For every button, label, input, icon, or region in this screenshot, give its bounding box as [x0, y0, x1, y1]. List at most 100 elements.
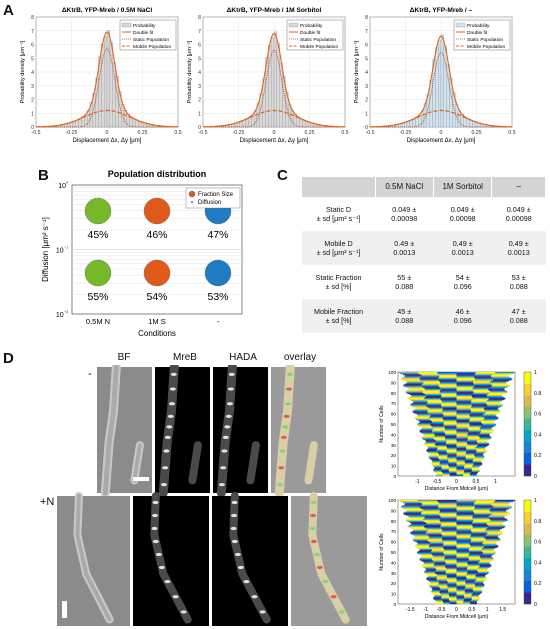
- y-tick-label: 6: [198, 43, 201, 49]
- demograph-cell-row: [430, 582, 440, 584]
- legend-label: Double fit: [300, 30, 321, 36]
- demograph-cell-row: [475, 372, 496, 374]
- demograph-cell-row: [471, 400, 487, 402]
- demograph-cell-row: [441, 593, 449, 595]
- demograph-cell-row: [440, 515, 457, 517]
- demograph-cell-row: [456, 430, 470, 432]
- fluorescent-spot: [160, 483, 167, 487]
- demograph-cell-row: [441, 466, 450, 468]
- demograph-cell-row: [483, 546, 498, 548]
- demograph-cell-row: [489, 392, 506, 394]
- table-header-cell: –: [491, 177, 546, 197]
- demograph-cell-row: [407, 510, 424, 512]
- demograph-cell-row: [414, 535, 430, 537]
- demograph-cell-row: [475, 378, 494, 380]
- demograph-cell-row: [428, 580, 438, 582]
- demograph-cell-row: [468, 548, 482, 551]
- demograph-cell-row: [456, 474, 464, 477]
- demograph-cell-row: [464, 459, 474, 461]
- row-label-plus-n: +N: [40, 496, 55, 508]
- demograph-cell-row: [456, 439, 468, 441]
- x-tick-label: 0.5M N: [86, 317, 110, 326]
- table-row: Mobile D ± sd [μm² s⁻¹] 0.49 ±0.0013 0.49 ±…: [302, 231, 546, 265]
- demograph-cell-row: [440, 524, 457, 527]
- column-label-bf: BF: [117, 352, 131, 363]
- demograph-cell-row: [407, 382, 424, 384]
- demograph-cell-row: [430, 547, 444, 550]
- demograph-cell-row: [469, 547, 483, 550]
- demograph-cell-row: [476, 445, 487, 448]
- x-tick-label: -0.5: [433, 479, 442, 485]
- y-tick-label: 4: [31, 70, 34, 76]
- demograph-cell-row: [421, 508, 440, 510]
- demograph-cell-row: [484, 409, 499, 411]
- demograph-cell-row: [456, 379, 475, 381]
- demograph-cell-row: [471, 528, 487, 530]
- demograph-cell-row: [477, 569, 488, 571]
- demograph-cell-row: [435, 572, 447, 574]
- demograph-cell-row: [436, 448, 447, 451]
- fluorescent-spot: [231, 539, 238, 544]
- demograph-cell-row: [471, 598, 480, 600]
- demograph-cell-row: [432, 429, 445, 431]
- histogram-bar: [271, 37, 275, 128]
- demograph-cell-row: [433, 565, 446, 567]
- demograph-cell-row: [474, 455, 484, 457]
- demograph-cell-row: [456, 394, 472, 397]
- demograph-cell-row: [441, 467, 450, 469]
- demograph-cell-row: [447, 457, 457, 459]
- demograph-cell-row: [419, 420, 433, 423]
- demograph-cell-row: [444, 426, 457, 428]
- fluorescent-spot: [330, 595, 337, 599]
- demograph-cell-row: [473, 509, 490, 511]
- fluorescent-spot: [285, 387, 292, 391]
- demograph-cell-row: [422, 375, 440, 377]
- demograph-cell-row: [423, 381, 441, 383]
- demograph-cell-row: [445, 442, 457, 444]
- demograph-cell-row: [423, 562, 436, 564]
- demograph-cell-row: [474, 583, 484, 585]
- demograph-cell-row: [464, 598, 472, 600]
- demograph-cell-row: [468, 557, 481, 559]
- demograph-cell-row: [485, 539, 501, 541]
- demograph-cell-row: [430, 550, 444, 553]
- demograph-cell-row: [408, 524, 425, 527]
- demograph-cell-row: [464, 465, 473, 467]
- demograph-cell-row: [456, 374, 475, 376]
- demograph-cell-row: [474, 374, 493, 376]
- demograph-cell-row: [456, 381, 474, 383]
- fluorescent-spot: [338, 610, 345, 614]
- demograph-cell-row: [463, 471, 471, 474]
- demograph-cell-row: [409, 393, 426, 396]
- demograph-cell-row: [472, 524, 489, 527]
- table-cell: Static D ± sd [μm² s⁻¹]: [302, 197, 376, 231]
- demograph-cell-row: [445, 561, 457, 563]
- fluorescent-spot: [225, 414, 232, 418]
- demograph-cell-row: [476, 440, 488, 442]
- demograph-cell-row: [407, 526, 425, 528]
- demograph-cell-row: [424, 387, 441, 389]
- demograph-cell-row: [456, 450, 467, 452]
- demograph-cell-row: [473, 591, 483, 593]
- colorbar-segment: [524, 406, 531, 419]
- table-header-cell: [302, 177, 376, 197]
- demograph-cell-row: [468, 556, 480, 558]
- demograph-cell-row: [428, 457, 439, 459]
- y-tick-label: 80: [391, 519, 397, 524]
- demograph-cell-row: [423, 435, 435, 437]
- x-tick-label: -: [217, 317, 220, 326]
- demograph-cell-row: [448, 462, 457, 464]
- demograph-cell-row: [472, 516, 489, 518]
- demograph-cell-row: [444, 428, 457, 430]
- x-axis-label: Displacement Δx, Δy [μm]: [240, 138, 309, 144]
- demograph-cell-row: [477, 444, 489, 446]
- y-tick-label: 60: [391, 412, 397, 417]
- demograph-cell-row: [456, 573, 467, 576]
- x-axis-label: Distance From Midcell (μm): [425, 614, 489, 620]
- demograph-cell-row: [471, 523, 488, 526]
- demograph-cell-row: [442, 418, 457, 420]
- demograph-cell-row: [441, 523, 457, 526]
- demograph-cell-row: [438, 513, 457, 515]
- demograph-cell-row: [430, 463, 440, 465]
- demograph-cell-row: [465, 463, 474, 465]
